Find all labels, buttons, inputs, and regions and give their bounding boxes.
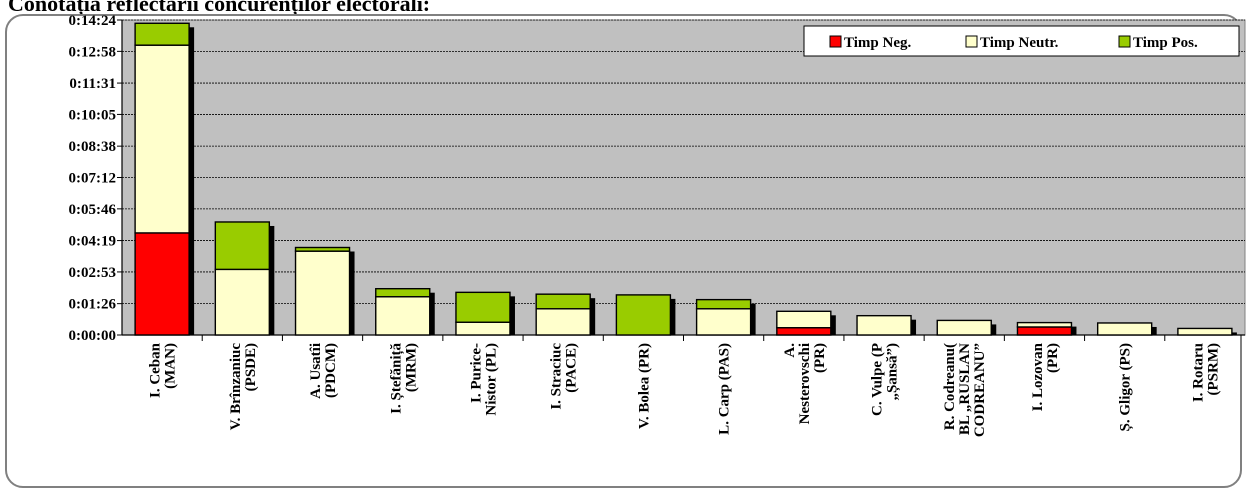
category-label: I. Ceban (148, 342, 164, 398)
bar-segment (134, 232, 190, 336)
bar-segment (1016, 326, 1073, 336)
bar-segment (936, 319, 992, 336)
bar-segment (856, 314, 912, 336)
category-label: (PSRM) (1205, 343, 1221, 396)
y-tick-label: 0:00:00 (69, 328, 117, 344)
category-label: I. Lozovan (1030, 342, 1046, 411)
bar-segment (294, 250, 351, 336)
category-label: I. Rotaru (1190, 343, 1206, 402)
bar-segment (294, 246, 351, 252)
legend-label: Timp Neutr. (980, 35, 1059, 51)
bar-segment (1177, 327, 1233, 336)
y-tick-label: 0:01:26 (69, 297, 117, 313)
bar-segment (776, 310, 832, 329)
bar-segment (214, 221, 271, 271)
y-tick-label: 0:02:53 (69, 265, 117, 281)
bar-segment (695, 298, 752, 310)
category-label: A. (782, 343, 798, 358)
bar-segment (375, 287, 431, 298)
category-label: I. Straciuc (549, 343, 565, 410)
bar-segment (695, 308, 752, 336)
legend-label: Timp Neg. (844, 35, 911, 51)
category-label: L. Carp (PAS) (717, 343, 733, 435)
category-label: (PACE) (564, 343, 580, 393)
category-label: A. Usatîi (308, 343, 324, 399)
legend-swatch (829, 35, 842, 48)
y-tick-label: 0:12:58 (69, 44, 117, 60)
category-label: V. Bolea (PR) (636, 343, 652, 429)
category-label: Nistor (PL) (484, 343, 500, 416)
stacked-bar-chart: 0:00:00 0:01:26 0:02:53 0:04:19 0:05:46 0:07:… (69, 13, 1246, 437)
category-label: I. Ștefăniță (388, 343, 404, 414)
category-label: „Șansă”) (885, 343, 901, 401)
legend-swatch (965, 35, 978, 48)
y-tick-label: 0:08:38 (69, 139, 117, 155)
y-tick-label: 0:14:24 (69, 13, 117, 29)
category-label: C. Vulpe (P (870, 343, 886, 416)
category-label: (PR) (812, 343, 828, 373)
y-tick-label: 0:07:12 (69, 171, 117, 187)
bar-segment (455, 321, 511, 336)
bar-segment (535, 293, 591, 310)
y-tick-label: 0:04:19 (69, 234, 117, 250)
y-tick-label: 0:11:31 (69, 76, 116, 92)
category-label: (PR) (1045, 343, 1061, 373)
category-label: (PSDE) (243, 343, 259, 391)
bar-segment (214, 268, 271, 336)
category-label: Nesterovschi (797, 343, 813, 424)
bar-segment (134, 22, 190, 46)
y-tick-label: 0:05:46 (69, 202, 117, 218)
chart-title: Conotația reflectării concurenților elec… (8, 0, 431, 16)
category-label: (MAN) (163, 343, 179, 389)
bar-segment (615, 294, 672, 336)
legend-swatch (1118, 35, 1131, 48)
category-label: Ș. Gligor (PS) (1118, 343, 1134, 431)
bar-segment (776, 327, 832, 336)
category-label: (MRM) (403, 343, 419, 392)
bar-segment (455, 291, 511, 323)
category-label: V. Brînzaniuc (228, 343, 244, 431)
legend-label: Timp Pos. (1133, 35, 1198, 51)
category-label: BL „RUSLAN (957, 343, 973, 435)
bar-segment (535, 308, 591, 336)
bar-segment (1016, 321, 1073, 328)
category-label: I. Purice- (469, 343, 485, 403)
legend (803, 25, 1240, 57)
category-label: CODREANU” (972, 343, 988, 437)
category-label: (PDCM) (323, 343, 339, 398)
bar-segment (375, 296, 431, 336)
bar-segment (1096, 322, 1153, 336)
bar-segment (134, 44, 190, 234)
category-label: R. Codreanu( (942, 343, 958, 430)
y-tick-label: 0:10:05 (69, 107, 117, 123)
